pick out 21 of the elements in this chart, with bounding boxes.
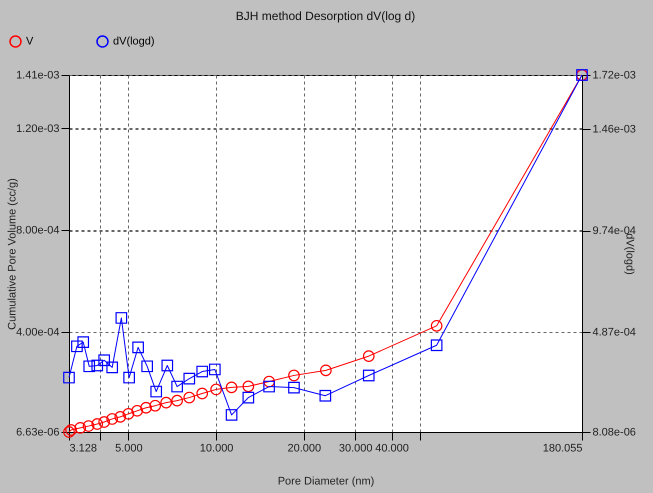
y2-tick-label: 8.08e-06 <box>592 426 636 438</box>
x-tick-label: 3.128 <box>70 442 98 454</box>
chart-title: BJH method Desorption dV(log d) <box>236 9 416 23</box>
x-tick-label: 5.000 <box>115 442 143 454</box>
legend-label: dV(logd) <box>113 36 155 48</box>
y-tick-label: 1.41e-03 <box>16 70 60 82</box>
legend-label: V <box>26 36 34 48</box>
y-tick-label: 8.00e-04 <box>16 224 60 237</box>
y-tick-label: 1.20e-03 <box>16 122 60 135</box>
y-tick-label: 4.00e-04 <box>16 326 60 338</box>
y2-tick-label: 1.46e-03 <box>592 124 636 136</box>
x-tick-label: 40.000 <box>375 442 409 454</box>
x-axis-title: Pore Diameter (nm) <box>278 476 374 488</box>
x-tick-label: 20.000 <box>288 442 322 454</box>
y2-axis-title: dV(logd) <box>624 233 636 275</box>
x-tick-label: 10.000 <box>200 442 234 454</box>
y2-tick-label: 4.87e-04 <box>592 326 636 339</box>
y-tick-label: 6.63e-06 <box>16 426 60 438</box>
y2-tick-label: 1.72e-03 <box>592 70 636 82</box>
x-tick-label: 30.000 <box>338 442 372 454</box>
x-tick-label: 180.055 <box>542 442 582 454</box>
